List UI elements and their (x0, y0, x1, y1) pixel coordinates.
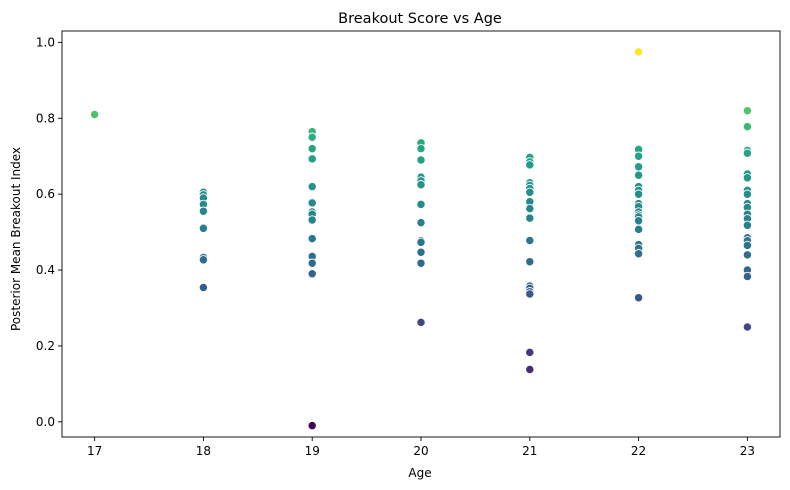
x-tick-label: 23 (740, 444, 755, 458)
data-point (742, 121, 753, 132)
data-point (89, 109, 100, 120)
data-point (525, 347, 535, 358)
data-point (416, 217, 426, 228)
data-point (525, 235, 535, 246)
data-point (633, 47, 644, 57)
data-point (742, 148, 753, 158)
data-point (307, 132, 317, 142)
data-point (742, 250, 753, 260)
data-point (633, 151, 644, 161)
data-point (198, 206, 209, 216)
data-point (742, 189, 753, 199)
x-axis-label: Age (408, 466, 431, 480)
data-point (307, 233, 317, 244)
data-point (307, 143, 317, 154)
x-tick-label: 17 (87, 444, 102, 458)
data-point (198, 255, 209, 265)
data-point (742, 322, 753, 332)
y-axis: 0.0 0.2 0.4 0.6 0.8 1.0 (36, 35, 62, 429)
data-point (633, 170, 644, 180)
y-tick-label: 0.4 (36, 263, 55, 277)
data-point (416, 247, 426, 257)
data-point (633, 189, 644, 199)
data-point (416, 199, 426, 210)
data-point (633, 162, 644, 172)
y-tick-label: 0.6 (36, 187, 55, 201)
x-tick-label: 19 (305, 444, 320, 458)
y-tick-label: 1.0 (36, 35, 55, 49)
data-point (416, 143, 426, 154)
data-point (633, 293, 644, 303)
data-point (307, 420, 317, 431)
data-point (307, 154, 317, 164)
data-point (742, 173, 753, 183)
data-point (198, 282, 209, 293)
data-point (416, 258, 426, 268)
data-point (307, 215, 317, 225)
data-point (633, 216, 644, 226)
x-tick-label: 20 (413, 444, 428, 458)
data-point (307, 181, 317, 192)
data-point (525, 257, 535, 267)
y-tick-label: 0.8 (36, 111, 55, 125)
data-point (525, 160, 535, 170)
data-point (525, 203, 535, 214)
data-point (525, 289, 535, 299)
points-layer (89, 47, 753, 431)
x-tick-label: 22 (631, 444, 646, 458)
data-point (742, 271, 753, 282)
axes-frame (61, 30, 781, 438)
data-point (525, 213, 535, 223)
y-tick-label: 0.0 (36, 415, 55, 429)
chart-title: Breakout Score vs Age (338, 11, 502, 27)
data-point (525, 187, 535, 197)
data-point (742, 240, 753, 251)
data-point (416, 237, 426, 247)
data-point (742, 220, 753, 230)
data-point (633, 249, 644, 259)
data-point (198, 223, 209, 233)
data-point (307, 198, 317, 208)
x-tick-label: 18 (196, 444, 211, 458)
x-tick-label: 21 (522, 444, 537, 458)
y-axis-label: Posterior Mean Breakout Index (9, 147, 23, 331)
data-point (742, 106, 753, 116)
data-point (416, 180, 426, 190)
data-point (525, 364, 535, 375)
data-point (307, 269, 317, 279)
x-axis: 17 18 19 20 21 22 23 (87, 437, 755, 458)
data-point (633, 224, 644, 235)
y-tick-label: 0.2 (36, 339, 55, 353)
data-point (307, 258, 317, 268)
data-point (416, 317, 426, 328)
plot-area (61, 30, 781, 438)
data-point (416, 155, 426, 165)
